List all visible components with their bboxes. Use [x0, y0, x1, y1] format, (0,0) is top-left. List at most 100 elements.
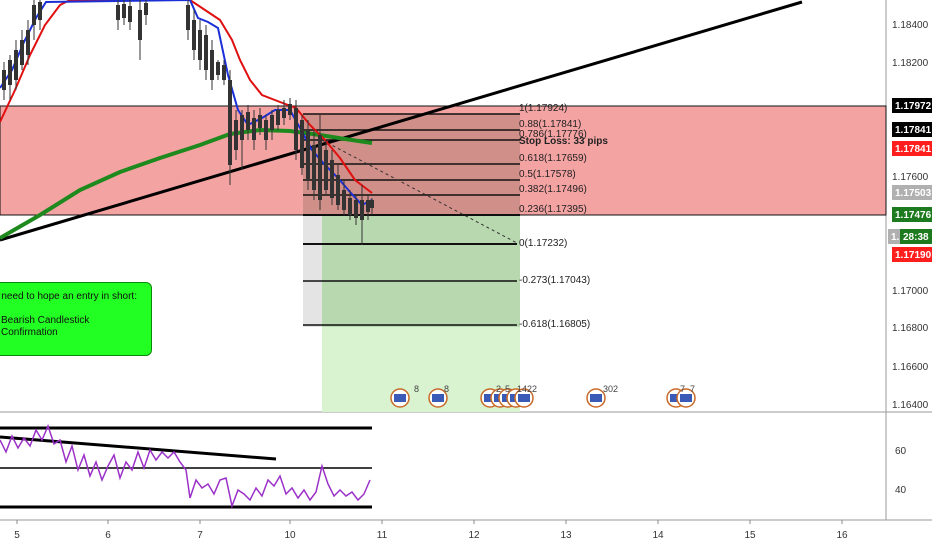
- time-tick-label: 16: [836, 530, 848, 541]
- price-badge-label: 1.17841: [895, 125, 932, 136]
- candle-body: [14, 50, 18, 80]
- stop-loss-label: Stop Loss: 33 pips: [519, 136, 608, 147]
- candle-body: [324, 150, 328, 190]
- candle-body: [318, 135, 322, 200]
- time-tick-label: 10: [284, 530, 296, 541]
- candle-body: [138, 10, 142, 40]
- fibonacci-labels: 1(1.17924) 0.88(1.17841)0.786(1.17776) 0.6…: [519, 103, 590, 330]
- candle-body: [204, 35, 208, 70]
- price-tick-label: 1.16800: [892, 323, 929, 334]
- candle-body: [306, 130, 310, 180]
- note-line-3: Confirmation: [1, 327, 58, 338]
- price-badges: 1.17972 1.17841 1.17841 1.17503 1.17476 1. 28:…: [888, 98, 932, 262]
- event-label: 302: [603, 384, 618, 394]
- candle-body: [116, 5, 120, 20]
- event-label: 8: [444, 384, 449, 394]
- event-flag-stripe: [670, 394, 682, 402]
- candle-body: [198, 30, 202, 60]
- candle-body: [330, 160, 334, 198]
- time-tick-label: 5: [14, 530, 20, 541]
- ma-mid-line: [0, 0, 373, 194]
- event-label: 8: [414, 384, 419, 394]
- event-label: 7: [690, 384, 695, 394]
- candle-body: [354, 200, 358, 218]
- candle-body: [20, 40, 24, 65]
- candle-body: [234, 120, 238, 150]
- time-tick-label: 6: [105, 530, 111, 541]
- fib-label-1: 1(1.17924): [519, 103, 567, 114]
- price-badge: [892, 122, 932, 137]
- candle-body: [222, 65, 226, 80]
- candle-body: [32, 5, 36, 25]
- candle-body: [228, 80, 232, 165]
- candle-body: [128, 6, 132, 22]
- event-flag-stripe: [432, 394, 444, 402]
- price-badge-label: 28:38: [903, 232, 929, 243]
- event-label: 1422: [517, 384, 537, 394]
- trade-note-box[interactable]: e need to hope an entry in short: Bearis…: [0, 282, 152, 356]
- candlesticks: [2, 0, 374, 245]
- candle-body: [360, 200, 364, 220]
- event-flag-stripe: [394, 394, 406, 402]
- rsi-tick-label: 40: [895, 485, 907, 496]
- time-tick-label: 13: [560, 530, 572, 541]
- event-label: 7: [680, 384, 685, 394]
- candle-body: [342, 190, 346, 210]
- price-axis-ticks: 1.18400 1.18200 1.17600 1.17000 1.16800 1.166…: [892, 20, 929, 411]
- candle-body: [258, 115, 262, 128]
- candle-body: [8, 60, 12, 85]
- time-tick-label: 11: [377, 530, 388, 541]
- event-label: 2: [496, 384, 501, 394]
- candle-body: [288, 104, 292, 115]
- price-badge: [892, 207, 932, 222]
- event-flag-stripe: [590, 394, 602, 402]
- candle-body: [282, 108, 286, 118]
- price-tick-label: 1.18400: [892, 20, 929, 31]
- price-badge-label: 1.17476: [895, 210, 932, 221]
- target-zone[interactable]: [322, 215, 520, 327]
- candle-body: [246, 112, 250, 130]
- price-badge: [888, 229, 900, 244]
- price-axis-panel[interactable]: [886, 0, 932, 550]
- candle-body: [336, 175, 340, 205]
- price-tick-label: 1.17600: [892, 172, 929, 183]
- candle-body: [294, 108, 298, 150]
- candle-body: [38, 2, 42, 20]
- candle-body: [276, 110, 280, 125]
- rsi-axis-ticks: 60 40: [895, 446, 907, 496]
- time-tick-label: 14: [652, 530, 664, 541]
- economic-events[interactable]: 8 8 2 5 1422 302 7 7: [390, 384, 696, 408]
- rsi-trend-line[interactable]: [0, 435, 277, 461]
- price-badge-label: 1.17841: [895, 144, 932, 155]
- price-badge-label: 1.17190: [895, 250, 932, 261]
- candle-body: [186, 5, 190, 30]
- price-tick-label: 1.16400: [892, 400, 929, 411]
- candle-body: [144, 3, 148, 15]
- time-axis-ticks: 5 6 7 10 11 12 13 14 15 16: [14, 520, 848, 541]
- event-label: 5: [505, 384, 510, 394]
- candle-body: [300, 120, 304, 168]
- price-badge: [892, 247, 932, 262]
- rsi-tick-label: 60: [895, 446, 907, 457]
- candle-body: [2, 70, 6, 90]
- fib-label-0.618: 0.618(1.17659): [519, 153, 587, 164]
- candle-body: [240, 115, 244, 140]
- time-tick-label: 12: [468, 530, 480, 541]
- candle-body: [210, 50, 214, 80]
- candle-body: [122, 4, 126, 18]
- price-badge: [892, 98, 932, 113]
- candle-body: [192, 20, 196, 50]
- trade-projection-dashed: [321, 139, 518, 244]
- price-badge: [892, 185, 932, 200]
- price-tick-label: 1.18200: [892, 58, 929, 69]
- candle-body: [348, 198, 352, 215]
- note-line-1: e need to hope an entry in short:: [0, 291, 137, 302]
- price-badge-label: 1.: [891, 232, 900, 243]
- note-line-2: Bearish Candlestick: [1, 315, 90, 326]
- price-tick-label: 1.17000: [892, 286, 929, 297]
- ma-slow-line: [0, 127, 373, 240]
- price-badge-label: 1.17503: [895, 188, 932, 199]
- candle-body: [366, 200, 370, 212]
- trend-line[interactable]: [0, 0, 803, 242]
